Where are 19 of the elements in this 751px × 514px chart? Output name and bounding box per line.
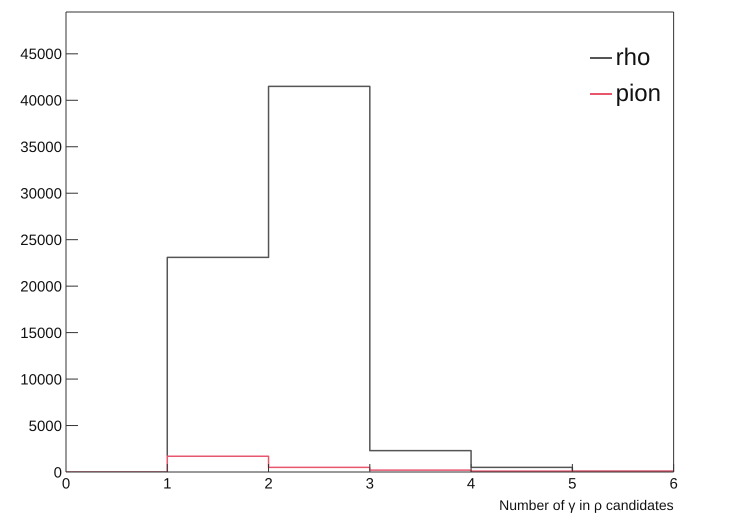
y-tick-label: 40000 [20, 92, 62, 110]
y-tick-label: 0 [54, 464, 62, 482]
y-tick-label: 45000 [20, 46, 62, 64]
x-axis-title: Number of γ in ρ candidates [499, 497, 674, 513]
y-tick-label: 25000 [20, 232, 62, 249]
x-tick-label: 2 [264, 476, 273, 493]
y-tick-label: 20000 [20, 278, 62, 296]
y-tick-label: 30000 [20, 186, 62, 203]
legend-label: pion [616, 79, 661, 109]
y-tick-label: 10000 [20, 371, 62, 388]
y-tick-label: 35000 [20, 139, 62, 156]
y-tick-label: 5000 [28, 418, 62, 435]
x-tick-label: 6 [669, 476, 678, 493]
x-tick-label: 5 [568, 476, 577, 493]
y-tick-label: 15000 [20, 324, 62, 342]
x-tick-label: 1 [163, 476, 172, 493]
legend-label: rho [616, 43, 650, 73]
x-tick-label: 3 [366, 476, 374, 493]
x-tick-label: 4 [466, 476, 476, 493]
